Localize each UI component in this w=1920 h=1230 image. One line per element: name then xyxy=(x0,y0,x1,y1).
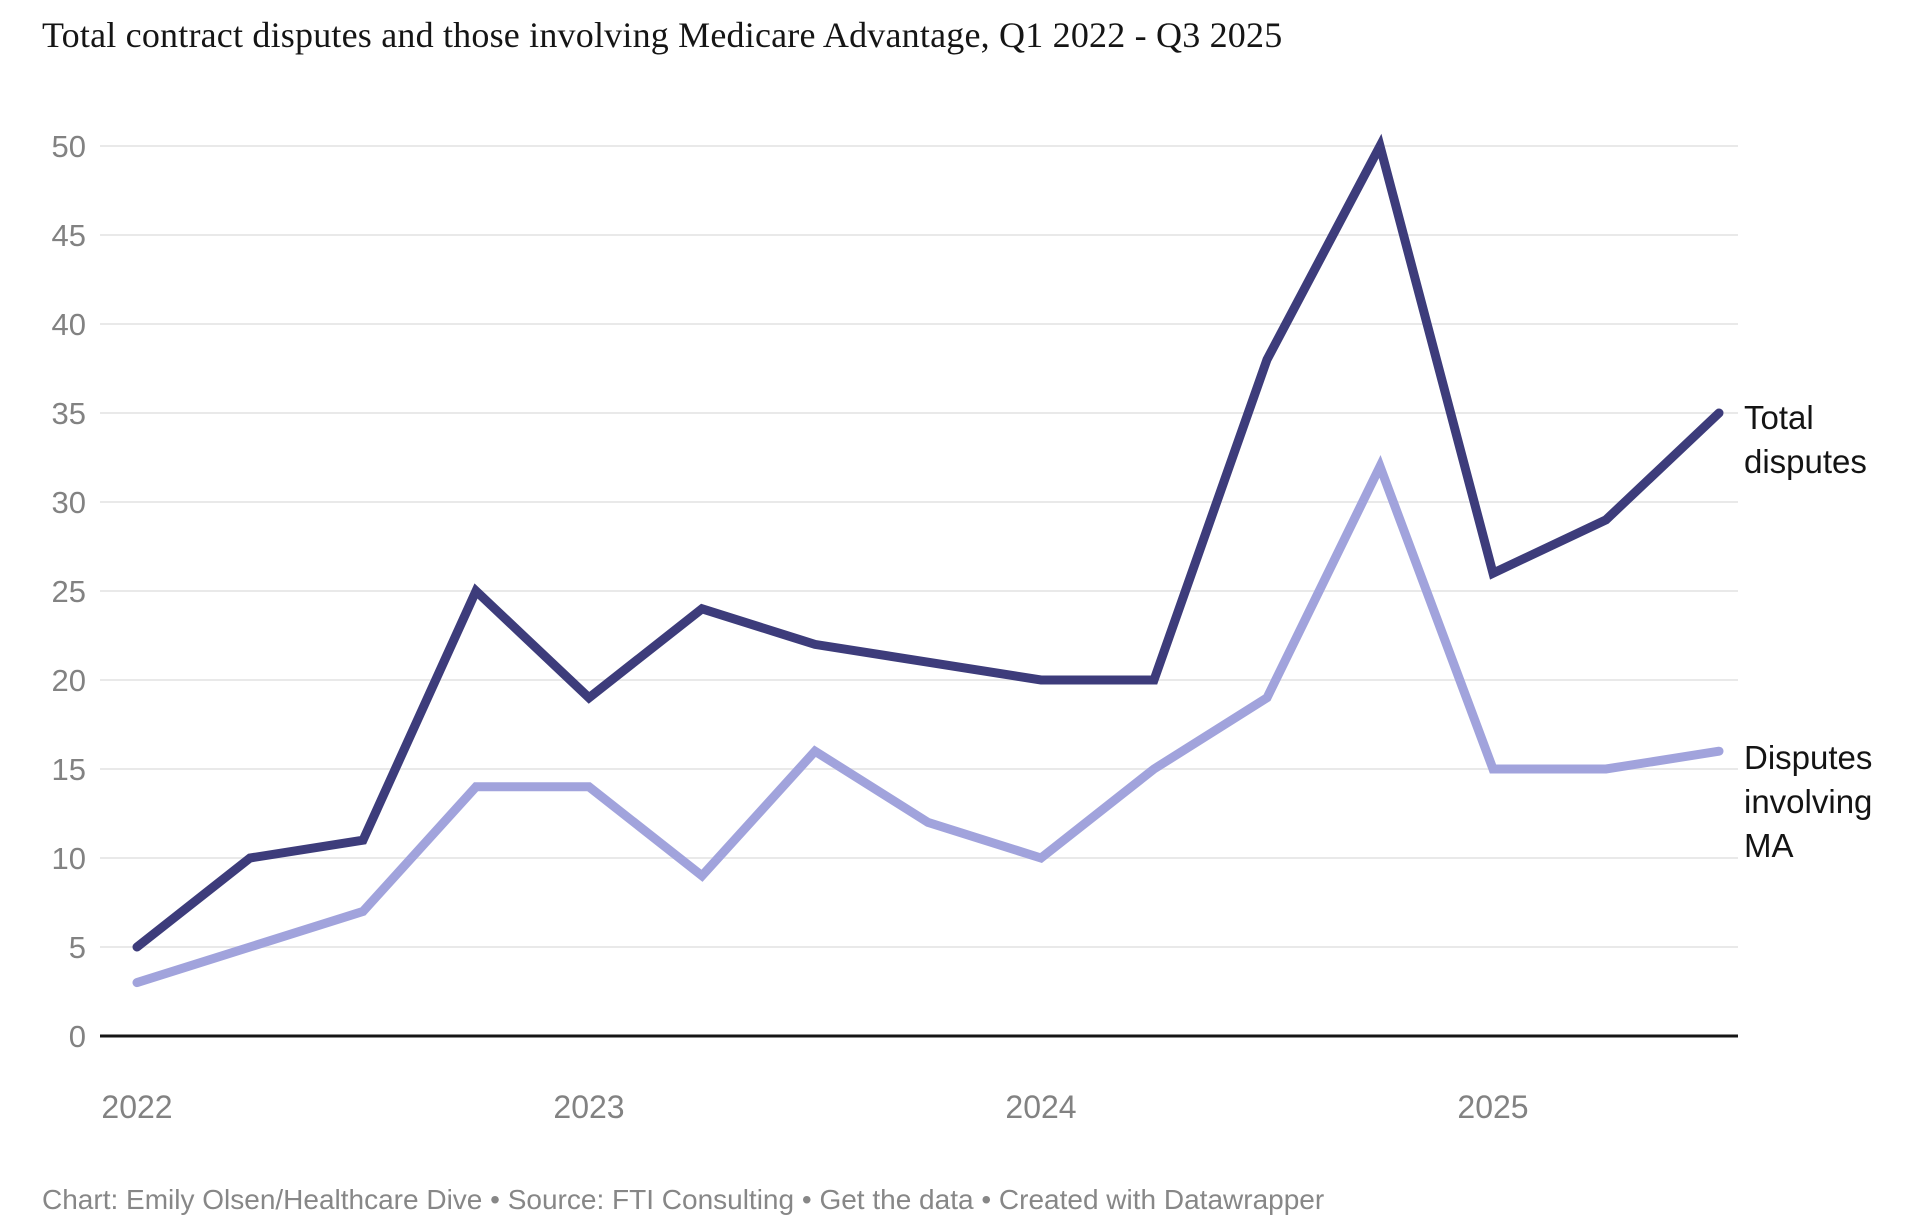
chart-title: Total contract disputes and those involv… xyxy=(42,15,1283,55)
y-tick-label: 0 xyxy=(69,1019,86,1054)
x-tick-label: 2022 xyxy=(101,1089,172,1125)
x-tick-label: 2024 xyxy=(1005,1089,1076,1125)
x-tick-label: 2023 xyxy=(553,1089,624,1125)
series-line-ma xyxy=(132,455,1724,988)
y-tick-label: 10 xyxy=(52,841,86,876)
y-tick-label: 25 xyxy=(52,574,86,609)
y-tick-label: 20 xyxy=(52,663,86,698)
footer-suffix: • Created with Datawrapper xyxy=(973,1184,1325,1215)
y-tick-label: 45 xyxy=(52,218,86,253)
y-tick-label: 15 xyxy=(52,752,86,787)
y-tick-label: 30 xyxy=(52,485,86,520)
footer-credit: Chart: Emily Olsen/Healthcare Dive • Sou… xyxy=(42,1184,820,1215)
y-tick-label: 50 xyxy=(52,129,86,164)
chart-footer: Chart: Emily Olsen/Healthcare Dive • Sou… xyxy=(42,1184,1324,1216)
series-line-total xyxy=(132,133,1724,952)
y-tick-label: 40 xyxy=(52,307,86,342)
y-tick-label: 5 xyxy=(69,930,86,965)
get-the-data-link[interactable]: Get the data xyxy=(819,1184,974,1215)
series-label-disputes-involving-ma: Disputes involving MA xyxy=(1744,739,1873,864)
series-label-total-disputes: Total disputes xyxy=(1744,399,1867,480)
y-tick-label: 35 xyxy=(52,396,86,431)
x-tick-label: 2025 xyxy=(1457,1089,1528,1125)
